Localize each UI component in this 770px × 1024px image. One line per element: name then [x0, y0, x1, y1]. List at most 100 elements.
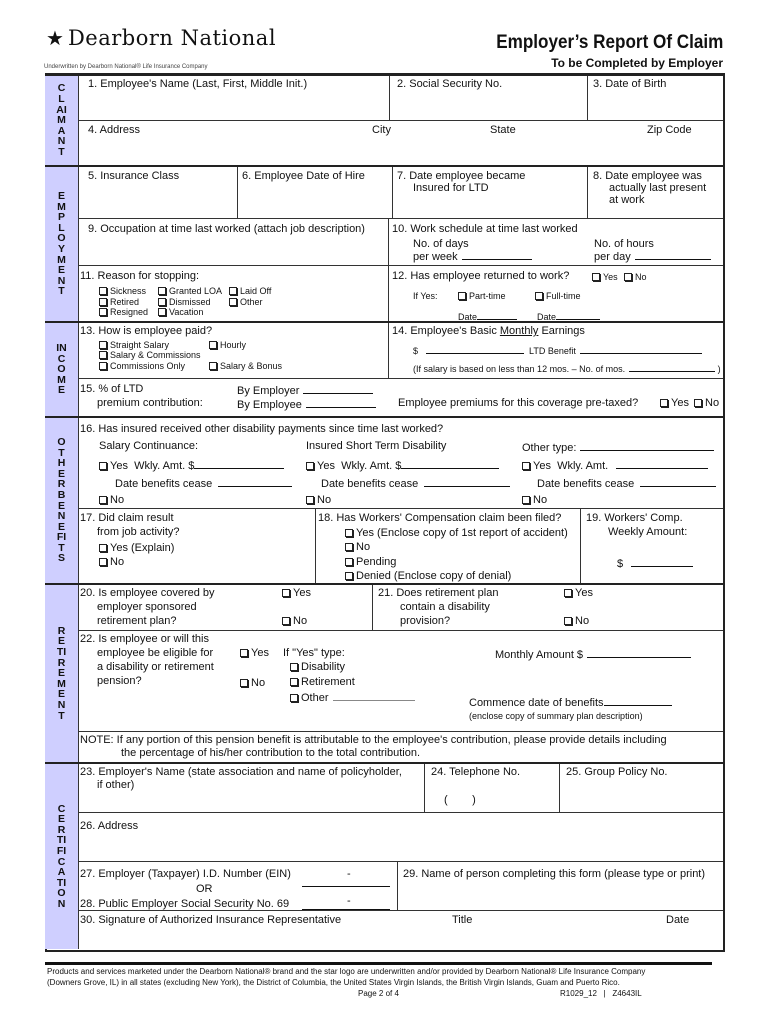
checkbox-vacation[interactable]: Vacation — [158, 307, 203, 317]
checkbox-icon[interactable] — [99, 287, 107, 295]
checkbox-pretax-yes[interactable]: Yes — [660, 397, 689, 409]
checkbox-icon[interactable] — [306, 496, 314, 504]
weekly-amount-blank[interactable] — [194, 458, 285, 469]
checkbox-icon[interactable] — [345, 572, 353, 580]
checkbox-icon[interactable] — [158, 308, 166, 316]
checkbox-sc-yes[interactable]: Yes Wkly. Amt. $ — [99, 458, 285, 472]
checkbox-icon[interactable] — [535, 292, 543, 300]
monthly-amount-blank[interactable] — [587, 647, 692, 658]
other-type-field[interactable]: Other type: — [522, 440, 715, 454]
date-blank[interactable] — [477, 311, 518, 320]
checkbox-granted-loa[interactable]: Granted LOA — [158, 286, 222, 296]
date-cease-blank[interactable] — [640, 476, 717, 487]
checkbox-icon[interactable] — [99, 351, 107, 359]
checkbox-commissions-only[interactable]: Commissions Only — [99, 361, 185, 371]
checkbox-std-yes[interactable]: Yes Wkly. Amt. $ — [306, 458, 500, 472]
checkbox-dismissed[interactable]: Dismissed — [158, 297, 211, 307]
part-time-date-field[interactable]: Date — [458, 311, 518, 322]
checkbox-icon[interactable] — [660, 399, 668, 407]
other-date-cease-field[interactable]: Date benefits cease — [537, 476, 717, 490]
checkbox-icon[interactable] — [99, 341, 107, 349]
checkbox-icon[interactable] — [345, 529, 353, 537]
date-insured-ltd-field[interactable]: 7. Date employee became — [397, 170, 526, 182]
checkbox-icon[interactable] — [99, 558, 107, 566]
earnings-blank[interactable] — [426, 343, 525, 354]
checkbox-resigned[interactable]: Resigned — [99, 307, 148, 317]
signature-date-field[interactable]: Date — [666, 914, 690, 926]
checkbox-plan-yes[interactable]: Yes — [282, 587, 311, 599]
checkbox-icon[interactable] — [99, 362, 107, 370]
date-cease-blank[interactable] — [218, 476, 293, 487]
full-time-date-field[interactable]: Date — [537, 311, 601, 322]
hours-per-day-field[interactable]: per day — [594, 249, 711, 263]
months-blank[interactable] — [629, 361, 716, 372]
checkbox-icon[interactable] — [592, 273, 600, 281]
wc-amount-blank[interactable] — [631, 556, 694, 567]
date-of-birth-field[interactable]: 3. Date of Birth — [593, 78, 667, 90]
checkbox-type-other[interactable]: Other — [290, 690, 415, 704]
by-employee-blank[interactable] — [305, 397, 376, 408]
checkbox-retired[interactable]: Retired — [99, 297, 139, 307]
insurance-class-field[interactable]: 5. Insurance Class — [88, 170, 180, 182]
checkbox-full-time[interactable]: Full-time — [535, 291, 581, 301]
last-present-at-work-field[interactable]: 8. Date employee was — [593, 170, 702, 182]
days-blank[interactable] — [461, 249, 532, 260]
checkbox-icon[interactable] — [624, 273, 632, 281]
state-field[interactable]: State — [490, 124, 516, 136]
checkbox-type-disability[interactable]: Disability — [290, 661, 345, 673]
commence-date-field[interactable]: Commence date of benefits — [469, 695, 672, 709]
checkbox-icon[interactable] — [290, 678, 298, 686]
checkbox-other[interactable]: Other — [229, 297, 263, 307]
weekly-amount-blank[interactable] — [401, 458, 500, 469]
checkbox-std-no[interactable]: No — [306, 494, 331, 506]
commence-blank[interactable] — [603, 695, 672, 706]
checkbox-icon[interactable] — [282, 589, 290, 597]
checkbox-icon[interactable] — [158, 298, 166, 306]
checkbox-pretax-no[interactable]: No — [694, 397, 719, 409]
occupation-field[interactable]: 9. Occupation at time last worked (attac… — [88, 223, 365, 235]
city-field[interactable]: City — [372, 124, 391, 136]
checkbox-plan-no[interactable]: No — [282, 615, 307, 627]
address-field[interactable]: 4. Address — [88, 124, 140, 136]
checkbox-icon[interactable] — [99, 496, 107, 504]
employer-name-field[interactable]: 23. Employer's Name (state association a… — [80, 766, 402, 778]
telephone-field[interactable]: 24. Telephone No. — [431, 766, 521, 778]
by-employer-blank[interactable] — [303, 383, 374, 394]
checkbox-icon[interactable] — [99, 308, 107, 316]
checkbox-salary-bonus[interactable]: Salary & Bonus — [209, 361, 282, 371]
checkbox-other-yes[interactable]: Yes Wkly. Amt. — [522, 458, 709, 472]
ein-input-line[interactable] — [302, 886, 390, 887]
checkbox-icon[interactable] — [522, 496, 530, 504]
date-blank[interactable] — [556, 311, 601, 320]
checkbox-icon[interactable] — [229, 298, 237, 306]
checkbox-part-time[interactable]: Part-time — [458, 291, 506, 301]
checkbox-provision-yes[interactable]: Yes — [564, 587, 593, 599]
checkbox-icon[interactable] — [290, 663, 298, 671]
checkbox-other-no[interactable]: No — [522, 494, 547, 506]
checkbox-icon[interactable] — [209, 341, 217, 349]
ltd-benefit-field[interactable]: LTD Benefit — [529, 343, 702, 356]
checkbox-icon[interactable] — [290, 694, 298, 702]
checkbox-wc-yes[interactable]: Yes (Enclose copy of 1st report of accid… — [345, 527, 568, 539]
checkbox-wc-denied[interactable]: Denied (Enclose copy of denial) — [345, 570, 511, 582]
months-field[interactable]: (If salary is based on less than 12 mos.… — [413, 361, 721, 374]
checkbox-icon[interactable] — [345, 543, 353, 551]
ssn-field[interactable]: 2. Social Security No. — [397, 78, 503, 90]
checkbox-icon[interactable] — [564, 589, 572, 597]
other-type-blank[interactable] — [332, 690, 415, 701]
checkbox-job-yes[interactable]: Yes (Explain) — [99, 542, 174, 554]
checkbox-icon[interactable] — [99, 544, 107, 552]
hours-blank[interactable] — [634, 249, 711, 260]
checkbox-provision-no[interactable]: No — [564, 615, 589, 627]
checkbox-hourly[interactable]: Hourly — [209, 340, 246, 350]
checkbox-sickness[interactable]: Sickness — [99, 286, 146, 296]
signature-field[interactable]: 30. Signature of Authorized Insurance Re… — [80, 914, 342, 926]
checkbox-returned-yes[interactable]: Yes — [592, 272, 618, 282]
ltd-blank[interactable] — [579, 343, 702, 354]
checkbox-laid-off[interactable]: Laid Off — [229, 286, 271, 296]
checkbox-salary-commissions[interactable]: Salary & Commissions — [99, 350, 201, 360]
other-type-blank[interactable] — [580, 440, 715, 451]
checkbox-icon[interactable] — [229, 287, 237, 295]
by-employee-field[interactable]: By Employee — [237, 397, 376, 411]
group-policy-field[interactable]: 25. Group Policy No. — [566, 766, 668, 778]
